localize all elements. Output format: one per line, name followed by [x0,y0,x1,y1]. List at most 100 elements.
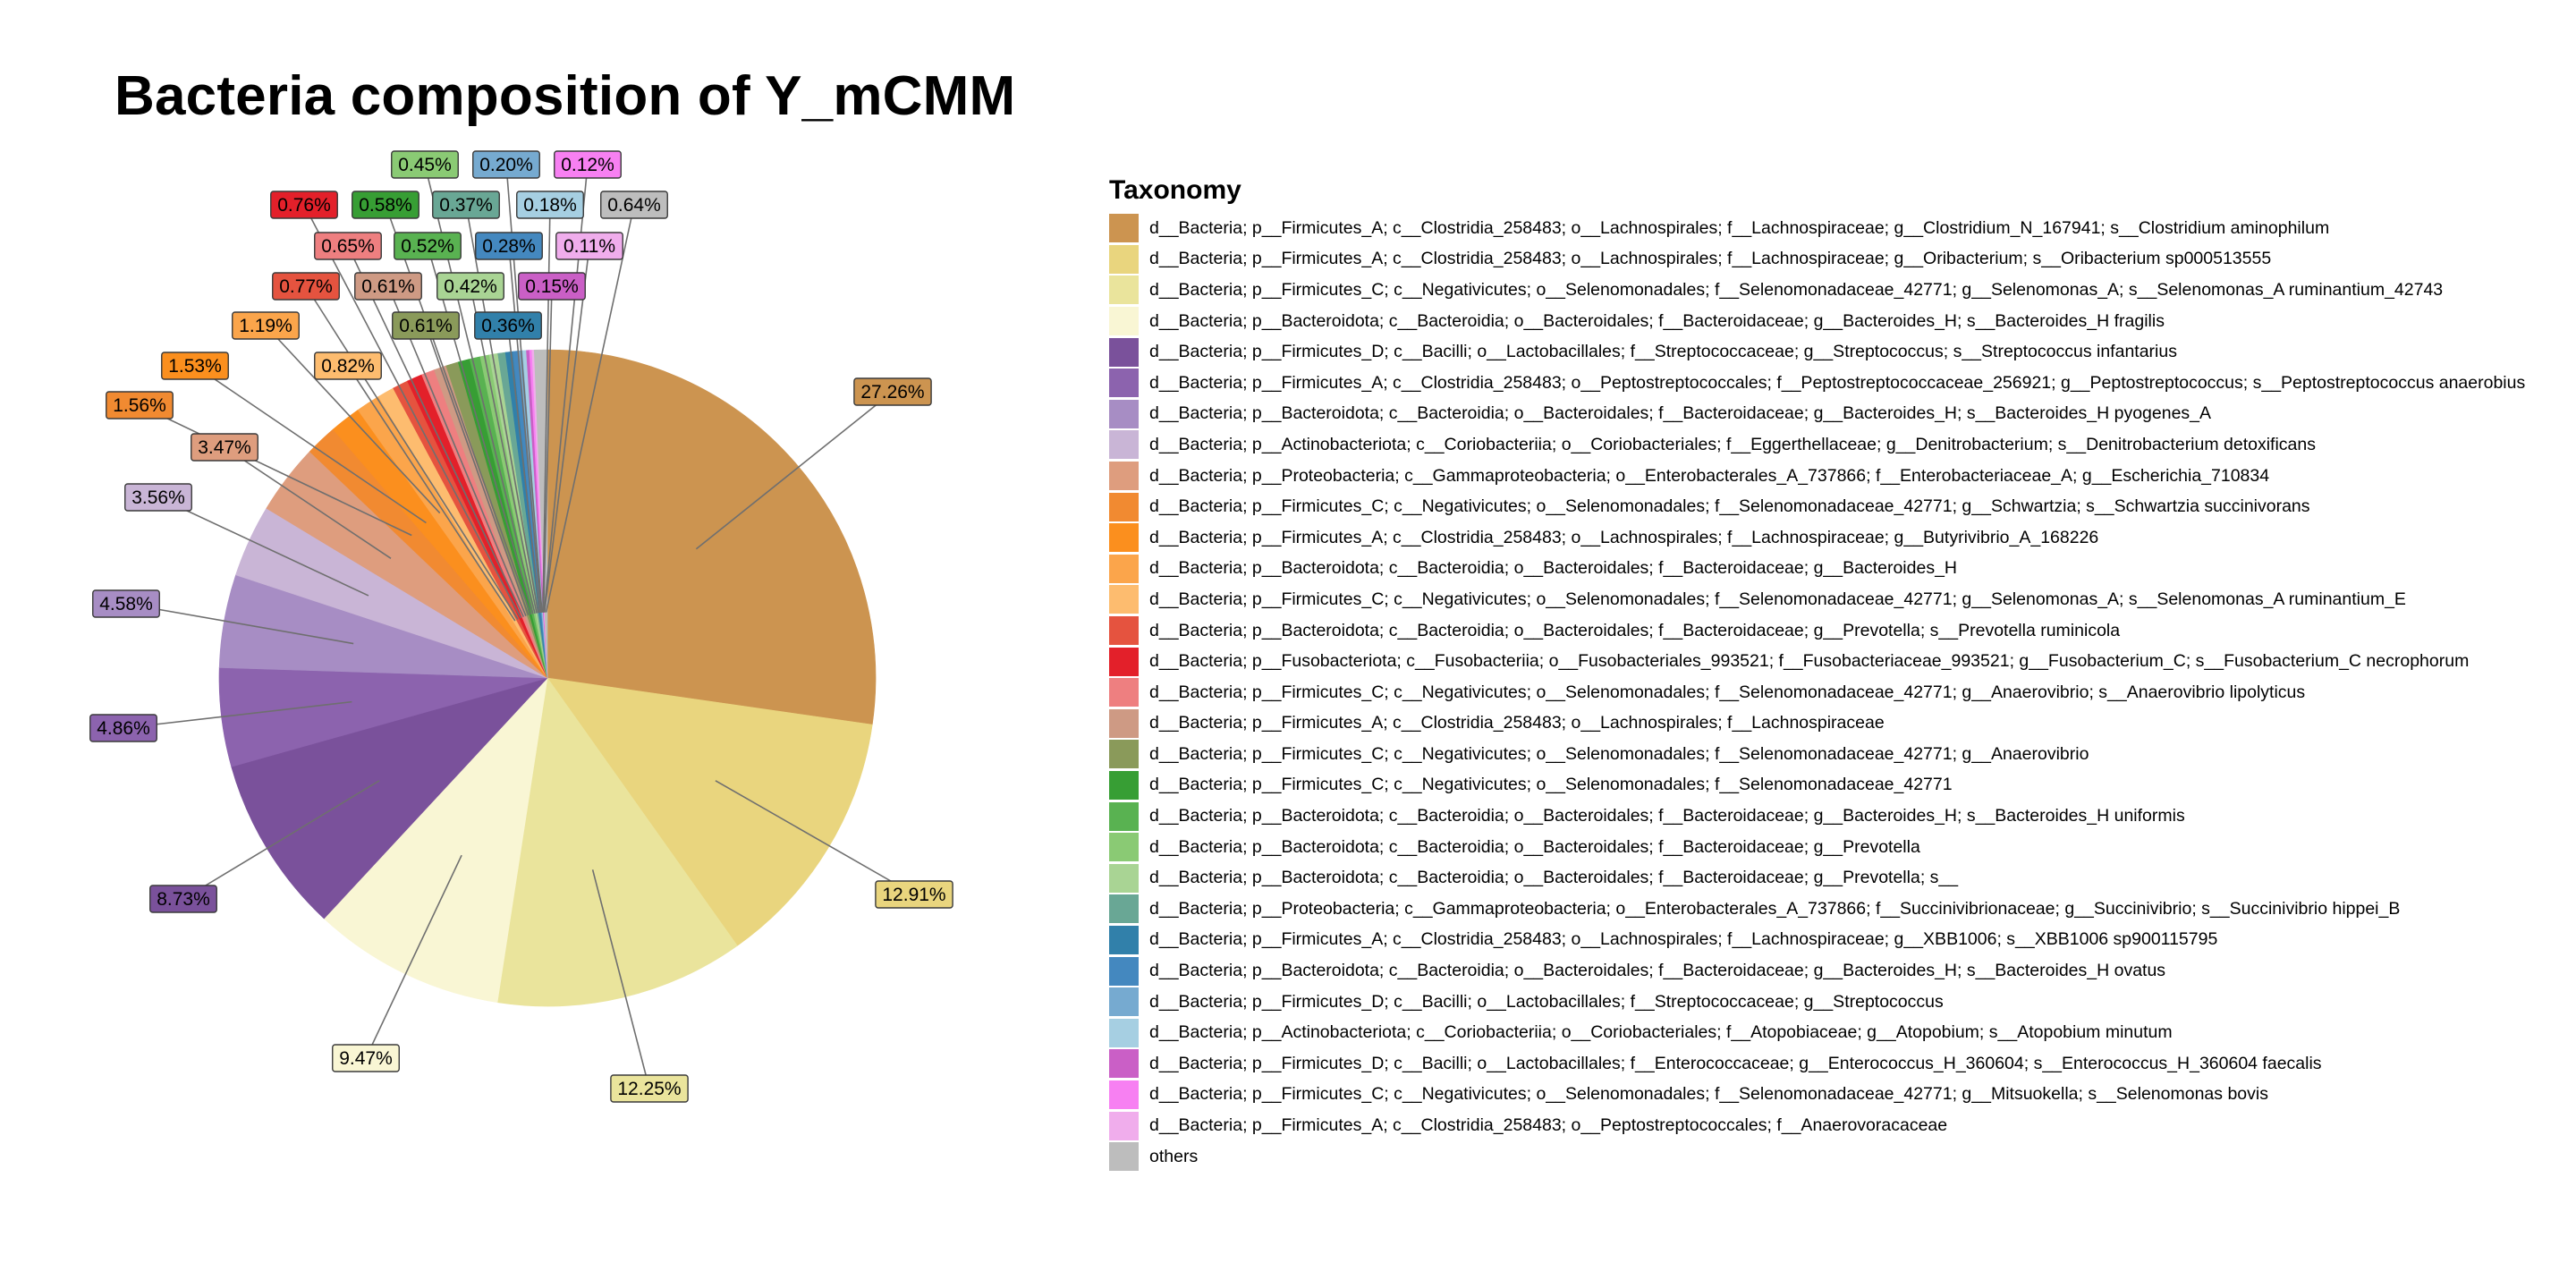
leader-line [303,204,521,619]
leader-line [347,245,525,617]
percent-label: 0.11% [555,232,623,260]
percent-label-box [472,150,540,179]
percent-label: 0.61% [354,272,422,301]
legend-item-f-selenomonadaceae-42771: d__Bacteria; p__Firmicutes_C; c__Negativ… [1109,770,2558,801]
legend-swatch [1109,554,1139,583]
percent-label-text: 0.52% [401,236,454,257]
legend-title: Taxonomy [1109,175,1241,205]
legend-item-g-prevotella: d__Bacteria; p__Bacteroidota; c__Bactero… [1109,832,2558,863]
percent-label-box [554,150,622,179]
percent-label-box [106,391,174,419]
percent-label-text: 8.73% [157,889,210,910]
percent-label-text: 1.19% [239,316,292,336]
percent-label: 0.12% [554,150,622,179]
legend-label: d__Bacteria; p__Bacteroidota; c__Bactero… [1149,558,1958,579]
percent-label: 8.73% [149,885,217,913]
leader-line [427,245,534,614]
legend-label: d__Bacteria; p__Actinobacteriota; c__Cor… [1149,1022,2173,1043]
percent-label-box [314,232,382,260]
percent-label-box [272,272,340,301]
legend-swatch [1109,616,1139,646]
percent-label-box [436,272,504,301]
percent-label: 0.64% [600,191,668,219]
pie-slice-2 [547,677,873,946]
percent-label-text: 12.25% [617,1079,681,1099]
legend-item-s-clostridium-aminophilum: d__Bacteria; p__Firmicutes_A; c__Clostri… [1109,213,2558,244]
percent-label-text: 0.65% [321,236,375,257]
percent-label-text: 0.45% [398,155,452,175]
leader-line [305,285,519,620]
legend-item-s-selenomonas-a-ruminantium-42743: d__Bacteria; p__Firmicutes_C; c__Negativ… [1109,275,2558,306]
percent-label: 3.47% [191,433,258,462]
legend-label: d__Bacteria; p__Bacteroidota; c__Bactero… [1149,806,2185,826]
legend-swatch [1109,894,1139,924]
legend-swatch [1109,369,1139,398]
percent-label: 9.47% [332,1044,400,1072]
leader-line [365,854,462,1059]
percent-label: 27.26% [853,377,932,406]
legend-label: d__Bacteria; p__Firmicutes_D; c__Bacilli… [1149,1053,2322,1073]
legend-item-s-enterococcus-h-360604-faecalis: d__Bacteria; p__Firmicutes_D; c__Bacilli… [1109,1048,2558,1080]
percent-label: 0.61% [392,311,460,340]
percent-label-box [352,191,419,219]
percent-label: 0.37% [432,191,500,219]
percent-label-text: 1.53% [168,356,222,377]
legend-swatch [1109,585,1139,614]
percent-label-text: 0.36% [481,316,535,336]
legend-item-s-bacteroides-h-pyogenes-a: d__Bacteria; p__Bacteroidota; c__Bactero… [1109,399,2558,430]
leader-line [125,603,354,645]
percent-label-box [474,311,542,340]
legend-label: d__Bacteria; p__Firmicutes_D; c__Bacilli… [1149,991,1944,1012]
percent-label-box [516,191,584,219]
legend-swatch [1109,863,1139,893]
legend-item-s-selenomonas-a-ruminantium-e: d__Bacteria; p__Firmicutes_C; c__Negativ… [1109,584,2558,615]
legend-swatch [1109,770,1139,800]
legend-label: d__Bacteria; p__Firmicutes_D; c__Bacilli… [1149,342,2177,362]
legend-label: d__Bacteria; p__Bacteroidota; c__Bactero… [1149,403,2212,424]
percent-label: 0.77% [272,272,340,301]
legend-swatch [1109,492,1139,521]
leader-line [224,446,392,560]
legend-swatch [1109,275,1139,305]
percent-label-box [394,232,462,260]
percent-label-box [161,352,229,380]
legend-swatch [1109,647,1139,676]
percent-label-box [89,714,157,742]
percent-label-text: 0.20% [479,155,533,175]
legend-label: d__Bacteria; p__Firmicutes_A; c__Clostri… [1149,249,2272,269]
legend-swatch [1109,801,1139,831]
legend-item-s-atopobium-minutum: d__Bacteria; p__Actinobacteriota; c__Cor… [1109,1017,2558,1048]
legend-item-others: others [1109,1141,2558,1173]
percent-label-text: 27.26% [860,382,924,402]
leader-line [387,285,527,616]
percent-label: 0.45% [391,150,459,179]
legend-label: d__Bacteria; p__Firmicutes_A; c__Clostri… [1149,217,2330,238]
percent-label-text: 0.77% [279,276,333,297]
percent-label-box [392,311,460,340]
percent-label-text: 0.18% [523,195,577,216]
percent-label-box [232,311,300,340]
legend-label: d__Bacteria; p__Bacteroidota; c__Bactero… [1149,310,2165,331]
legend-item-s-selenomonas-bovis: d__Bacteria; p__Firmicutes_C; c__Negativ… [1109,1080,2558,1111]
legend-item-s-peptostreptococcus-anaerobius: d__Bacteria; p__Firmicutes_A; c__Clostri… [1109,368,2558,399]
legend-label: d__Bacteria; p__Firmicutes_C; c__Negativ… [1149,743,2089,764]
legend-item-s-prevotella-ruminicola: d__Bacteria; p__Bacteroidota; c__Bactero… [1109,615,2558,647]
legend-item-s-xbb1006-sp900115795: d__Bacteria; p__Firmicutes_A; c__Clostri… [1109,925,2558,956]
legend-label: d__Bacteria; p__Firmicutes_C; c__Negativ… [1149,279,2444,300]
legend-label: d__Bacteria; p__Bacteroidota; c__Bactero… [1149,836,1920,857]
percent-label-box [853,377,932,406]
percent-label: 0.82% [314,352,382,380]
leader-line [194,365,427,524]
percent-label-box [610,1074,689,1103]
leader-line [139,404,412,537]
leader-line [715,780,915,895]
chart-title: Bacteria composition of Y_mCMM [114,65,1016,127]
legend-swatch [1109,956,1139,986]
leader-line [157,496,369,597]
percent-label: 0.15% [518,272,586,301]
legend: Taxonomy d__Bacteria; p__Firmicutes_A; c… [1109,172,2558,1172]
leader-line [591,869,650,1089]
percent-label: 0.58% [352,191,419,219]
legend-item-s-schwartzia-succinivorans: d__Bacteria; p__Firmicutes_C; c__Negativ… [1109,491,2558,522]
percent-label-box [149,885,217,913]
